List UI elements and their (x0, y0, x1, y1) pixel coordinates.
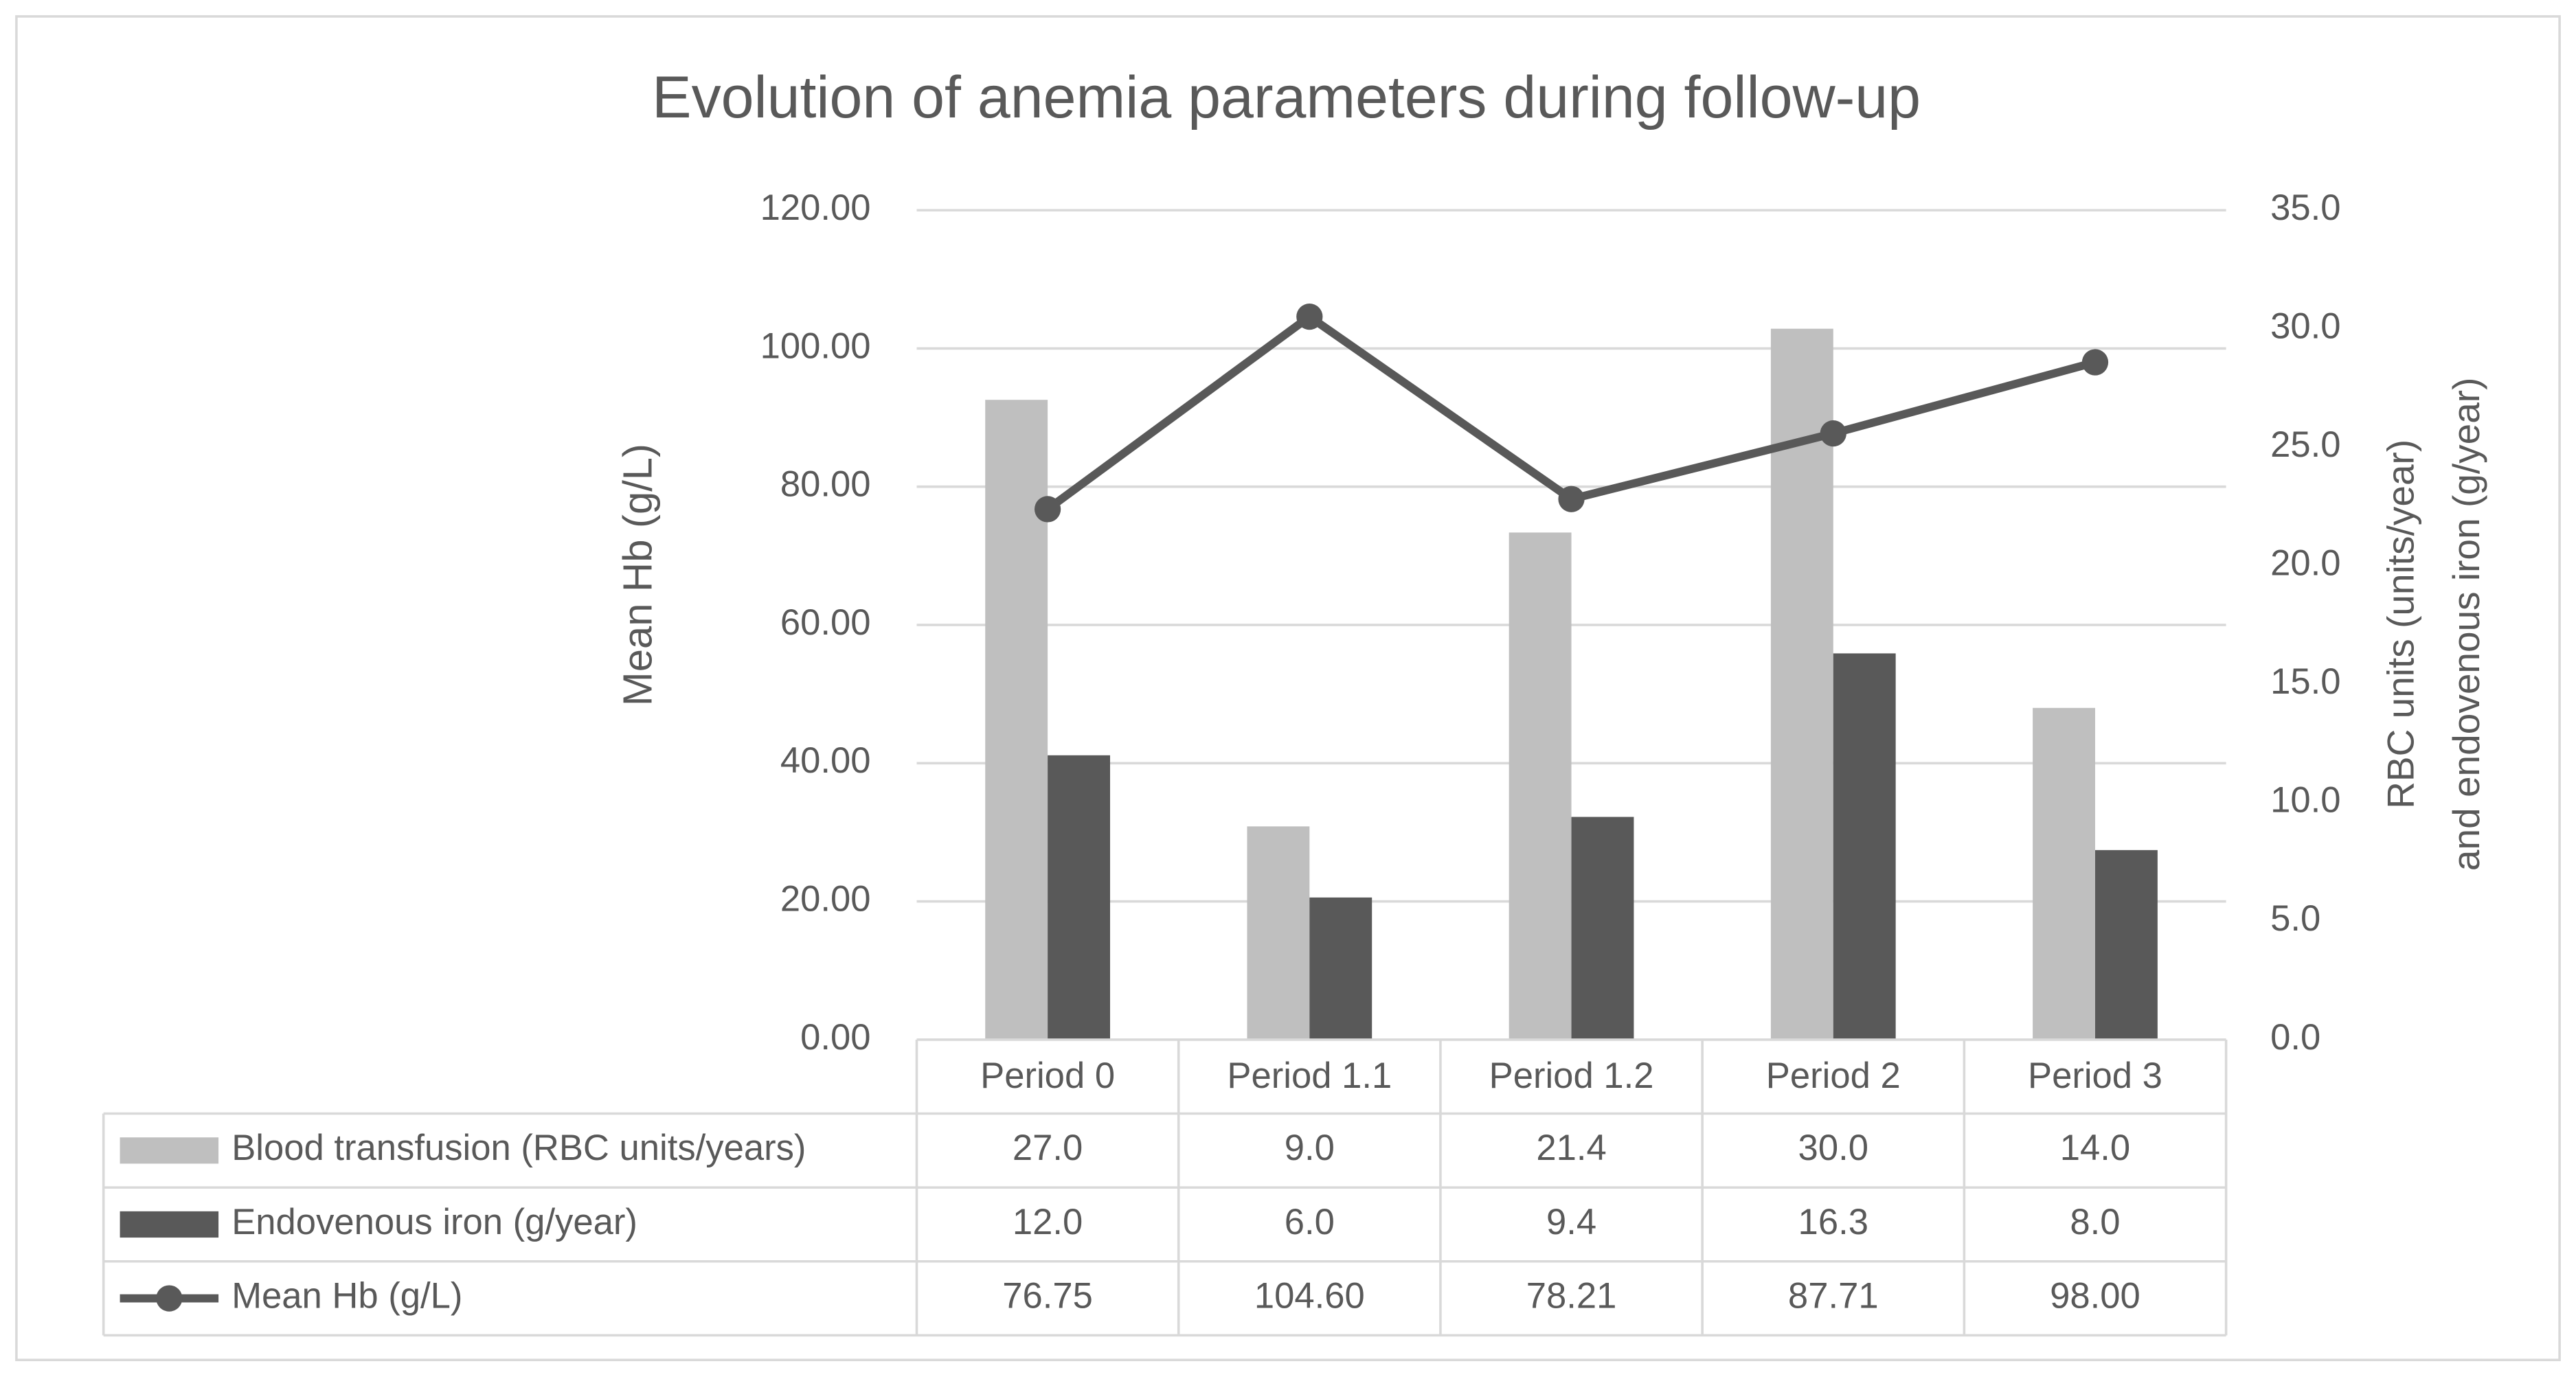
legend-label: Blood transfusion (RBC units/years) (231, 1128, 806, 1168)
line-marker (2081, 349, 2109, 376)
x-tick-label: Period 2 (1766, 1056, 1901, 1096)
legend-label: Endovenous iron (g/year) (231, 1202, 637, 1242)
bar (1247, 826, 1310, 1040)
table-value: 27.0 (1013, 1128, 1083, 1168)
y2-tick-label: 20.0 (2270, 543, 2340, 584)
bar (985, 400, 1048, 1040)
y-tick-label: 120.00 (760, 187, 871, 228)
bar (1833, 653, 1896, 1040)
line-marker (1034, 496, 1061, 523)
table-value: 98.00 (2050, 1275, 2140, 1316)
table-value: 21.4 (1536, 1128, 1606, 1168)
y-tick-label: 60.00 (780, 602, 871, 643)
table-value: 78.21 (1526, 1275, 1617, 1316)
line-marker (1296, 303, 1323, 330)
table-value: 9.4 (1546, 1202, 1596, 1242)
table-value: 8.0 (2070, 1202, 2120, 1242)
table-value: 6.0 (1285, 1202, 1335, 1242)
bar (1571, 817, 1634, 1040)
chart-frame (15, 15, 2561, 1362)
y2-tick-label: 15.0 (2270, 661, 2340, 702)
legend-key (120, 1211, 219, 1238)
line-marker (1558, 486, 1585, 512)
bar (2094, 850, 2158, 1040)
y2-axis-label: and endovenous iron (g/year) (2445, 378, 2487, 871)
x-tick-label: Period 0 (980, 1056, 1115, 1096)
y2-tick-label: 10.0 (2270, 780, 2340, 821)
table-value: 87.71 (1788, 1275, 1879, 1316)
y-tick-label: 100.00 (760, 326, 871, 366)
y2-tick-label: 35.0 (2270, 187, 2340, 228)
table-value: 12.0 (1013, 1202, 1083, 1242)
x-tick-label: Period 1.1 (1227, 1056, 1392, 1096)
x-tick-label: Period 3 (2028, 1056, 2162, 1096)
bar (2033, 707, 2095, 1040)
y2-tick-label: 5.0 (2270, 898, 2320, 939)
legend-key (156, 1285, 183, 1312)
bar (1309, 897, 1372, 1040)
y-tick-label: 20.00 (780, 878, 871, 919)
legend-key (120, 1137, 219, 1164)
table-value: 14.0 (2060, 1128, 2130, 1168)
x-tick-label: Period 1.2 (1489, 1056, 1654, 1096)
y-tick-label: 40.00 (780, 740, 871, 781)
legend-label: Mean Hb (g/L) (231, 1275, 462, 1316)
bar (1048, 755, 1110, 1040)
table-value: 30.0 (1798, 1128, 1868, 1168)
table-value: 16.3 (1798, 1202, 1868, 1242)
table-value: 76.75 (1002, 1275, 1093, 1316)
y-axis-label: Mean Hb (g/L) (615, 444, 661, 706)
y2-tick-label: 25.0 (2270, 424, 2340, 465)
table-value: 104.60 (1254, 1275, 1365, 1316)
bar (1509, 532, 1572, 1040)
y2-tick-label: 30.0 (2270, 306, 2340, 347)
y2-axis-label: RBC units (units/year) (2379, 440, 2421, 809)
chart-title: Evolution of anemia parameters during fo… (652, 65, 1921, 130)
y-tick-label: 0.00 (800, 1017, 870, 1058)
y2-tick-label: 0.0 (2270, 1017, 2320, 1058)
y-tick-label: 80.00 (780, 464, 871, 505)
line-marker (1820, 420, 1846, 447)
table-value: 9.0 (1285, 1128, 1335, 1168)
